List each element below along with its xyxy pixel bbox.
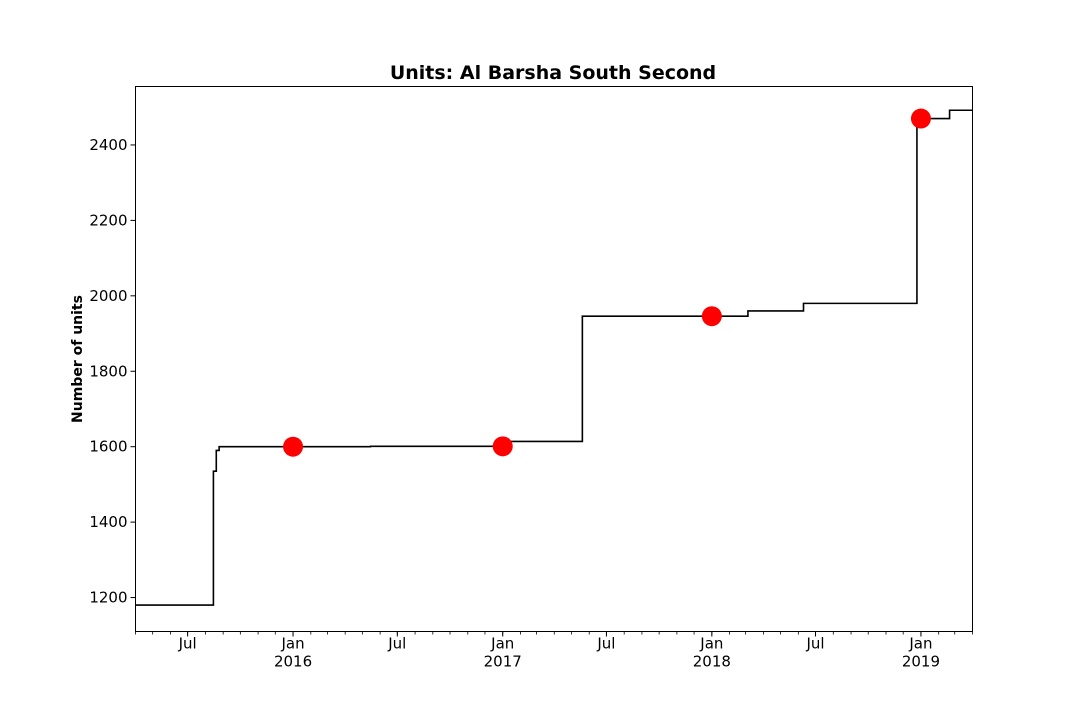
- y-tick-label: 2200: [89, 211, 127, 229]
- y-tick-label: 1200: [89, 589, 127, 607]
- y-axis: 1200 1400 1600 1800 2000 2200 2400: [89, 136, 136, 607]
- x-tick-year-label: 2018: [693, 653, 731, 671]
- data-point-marker: [701, 306, 722, 327]
- series-layer: [135, 108, 973, 606]
- plot-frame: [135, 86, 973, 632]
- y-tick-label: 1800: [89, 362, 127, 380]
- x-tick-year-label: 2019: [902, 653, 940, 671]
- x-tick-year-label: 2016: [274, 653, 312, 671]
- units-step-line: [135, 109, 973, 606]
- x-tick-label: Jan: [280, 635, 304, 653]
- data-point-marker: [492, 436, 513, 457]
- data-point-marker: [283, 436, 304, 457]
- chart-title: Units: Al Barsha South Second: [390, 62, 716, 84]
- y-tick-label: 1400: [89, 513, 127, 531]
- data-point-marker: [910, 108, 931, 129]
- x-tick-label: Jan: [699, 635, 723, 653]
- x-tick-label: Jul: [805, 635, 824, 653]
- y-axis-label: Number of units: [70, 295, 86, 423]
- y-tick-label: 2000: [89, 287, 127, 305]
- x-tick-year-label: 2017: [484, 653, 522, 671]
- x-tick-label: Jan: [490, 635, 514, 653]
- x-tick-label: Jul: [178, 635, 197, 653]
- y-tick-label: 1600: [89, 438, 127, 456]
- y-tick-label: 2400: [89, 136, 127, 154]
- x-tick-label: Jul: [596, 635, 615, 653]
- x-tick-label: Jan: [908, 635, 932, 653]
- x-tick-label: Jul: [387, 635, 406, 653]
